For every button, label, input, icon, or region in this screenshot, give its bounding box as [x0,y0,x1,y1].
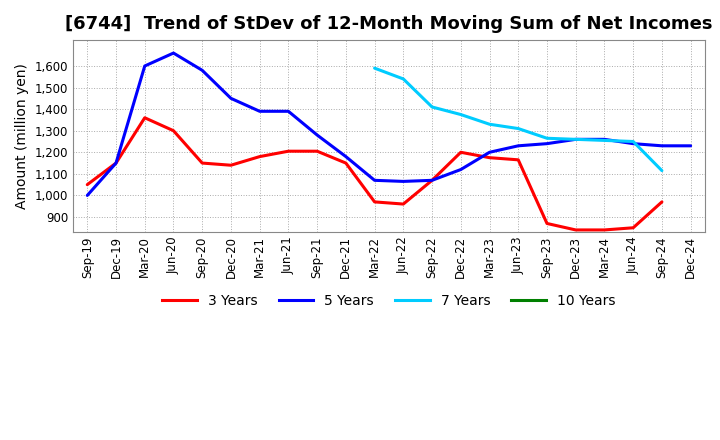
Title: [6744]  Trend of StDev of 12-Month Moving Sum of Net Incomes: [6744] Trend of StDev of 12-Month Moving… [66,15,713,33]
Y-axis label: Amount (million yen): Amount (million yen) [15,63,29,209]
Legend: 3 Years, 5 Years, 7 Years, 10 Years: 3 Years, 5 Years, 7 Years, 10 Years [157,288,621,313]
